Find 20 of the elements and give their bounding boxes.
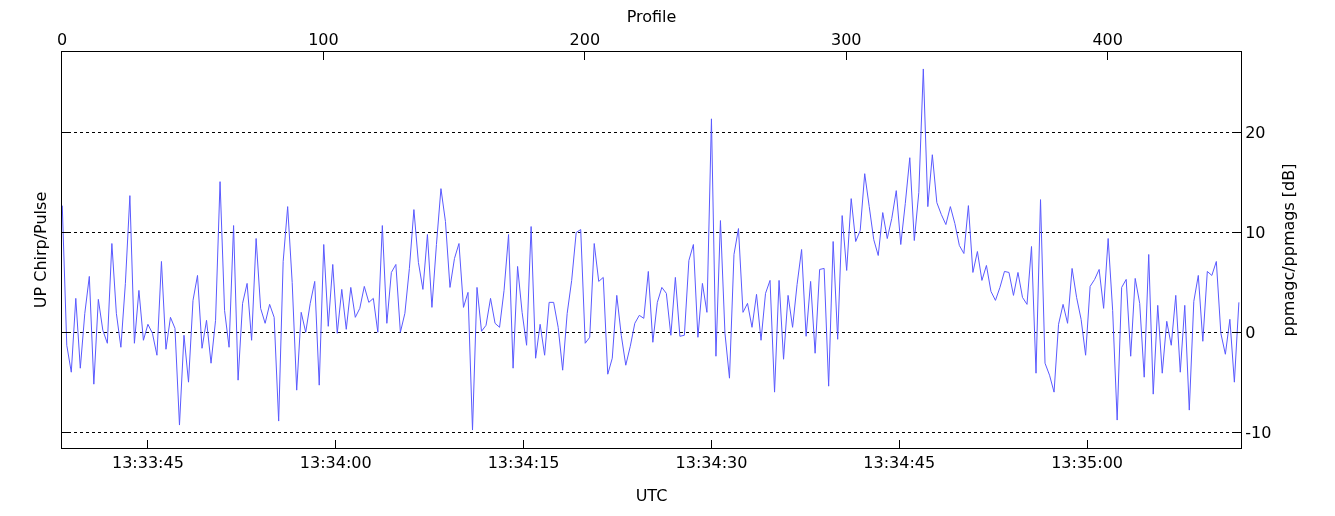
y2-tick-label: 20	[1245, 123, 1266, 143]
x-axis-title: UTC	[635, 485, 668, 505]
x2-tick-label: 100	[308, 29, 339, 49]
y2-axis-title: ppmagc/ppmags [dB]	[1279, 163, 1299, 337]
x-tick-label: 13:33:45	[111, 453, 184, 473]
x-tick-label: 13:34:15	[487, 453, 560, 473]
x2-tick-label: 400	[1092, 29, 1123, 49]
x-tick-label: 13:34:45	[863, 453, 936, 473]
y2-tick-label: 10	[1245, 223, 1266, 243]
x2-tick-label: 200	[569, 29, 601, 49]
x2-tick-label: 0	[56, 29, 68, 49]
x2-axis-title: Profile	[626, 7, 677, 27]
x-tick-label: 13:35:00	[1051, 453, 1124, 473]
y-axis-title: UP Chirp/Pulse	[30, 191, 50, 309]
y2-tick-label: 0	[1245, 322, 1256, 342]
x-tick-label: 13:34:30	[675, 453, 748, 473]
line-series	[62, 68, 1240, 431]
x-tick-label: 13:34:00	[299, 453, 372, 473]
y2-tick-label: -10	[1245, 422, 1272, 442]
x2-tick-label: 300	[830, 29, 862, 49]
